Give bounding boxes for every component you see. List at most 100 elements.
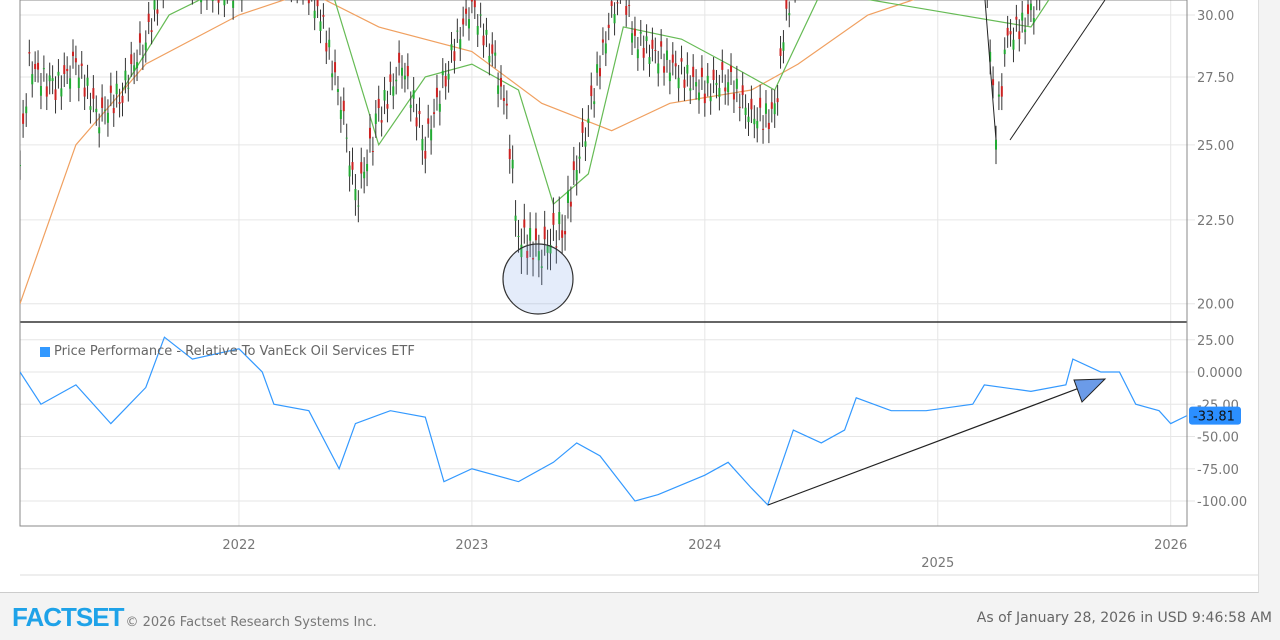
- candle-body: [668, 72, 671, 82]
- candle-body: [526, 250, 529, 258]
- candle-body: [424, 150, 427, 159]
- candle-body: [706, 75, 709, 84]
- candle-body: [360, 162, 363, 174]
- candle-body: [450, 44, 453, 51]
- performance-line: [20, 336, 1187, 506]
- price-tick-label: 27.50: [1197, 71, 1234, 86]
- candle-body: [441, 70, 444, 76]
- candle-body: [89, 106, 92, 110]
- perf-tick-label: -100.00: [1197, 495, 1247, 510]
- candle-body: [39, 85, 42, 96]
- candle-body: [389, 74, 392, 82]
- candle-body: [604, 43, 607, 54]
- candle-body: [130, 54, 133, 65]
- candle-body: [505, 103, 508, 106]
- candle-body: [63, 65, 66, 74]
- candle-body: [590, 85, 593, 97]
- candle-body: [430, 129, 433, 141]
- annotation-trendline: [767, 380, 1099, 506]
- candle-body: [339, 109, 342, 119]
- candle-body: [398, 52, 401, 63]
- candle-body: [121, 95, 124, 103]
- candle-body: [581, 121, 584, 133]
- candle-body: [136, 62, 139, 69]
- candle-body: [776, 98, 779, 103]
- candle-body: [331, 73, 334, 78]
- candle-body: [677, 77, 680, 89]
- chart-svg[interactable]: 2022 2023 2024 2025 2026 20.00 22.50 25.00 27.50…: [0, 0, 1280, 600]
- candle-body: [738, 106, 741, 108]
- performance-panel: [20, 336, 1187, 506]
- moving-average-50: [121, 0, 1050, 206]
- candle-body: [418, 110, 421, 115]
- candle-body: [351, 162, 354, 170]
- candle-body: [217, 0, 220, 3]
- candle-body: [470, 0, 473, 2]
- candle-body: [25, 106, 28, 114]
- candle-body: [992, 79, 995, 86]
- candle-body: [782, 42, 785, 51]
- candle-body: [549, 244, 552, 254]
- candle-body: [467, 19, 470, 29]
- legend-label: Price Performance - Relative To VanEck O…: [54, 344, 415, 359]
- x-tick-label: 2022: [222, 538, 255, 553]
- candle-body: [1021, 12, 1024, 21]
- candle-body: [578, 156, 581, 159]
- candle-body: [1029, 3, 1032, 11]
- candle-body: [45, 86, 48, 97]
- candle-body: [665, 50, 668, 60]
- candle-body: [147, 13, 150, 23]
- candle-body: [106, 112, 109, 123]
- perf-tick-label: 25.00: [1197, 334, 1234, 349]
- candle-body: [42, 68, 45, 70]
- candle-body: [540, 266, 543, 268]
- candle-body: [730, 65, 733, 73]
- candle-body: [686, 64, 689, 74]
- candle-body: [57, 71, 60, 76]
- candle-body: [552, 213, 555, 225]
- candle-body: [648, 57, 651, 64]
- candle-body: [657, 63, 660, 74]
- candle-body: [386, 104, 389, 109]
- candle-body: [357, 205, 360, 207]
- candle-body: [770, 102, 773, 109]
- candle-body: [529, 228, 532, 241]
- candle-body: [354, 189, 357, 201]
- candle-body: [543, 226, 546, 240]
- candle-body: [759, 97, 762, 108]
- as-of-timestamp: As of January 28, 2026 in USD 9:46:58 AM: [976, 610, 1272, 626]
- candle-body: [520, 244, 523, 258]
- x-tick-label: 2024: [688, 538, 721, 553]
- candle-body: [654, 49, 657, 51]
- candle-body: [561, 230, 564, 238]
- candle-body: [412, 90, 415, 99]
- candle-body: [342, 100, 345, 112]
- candle-body: [325, 42, 328, 52]
- candle-body: [764, 103, 767, 114]
- candle-body: [366, 163, 369, 172]
- candle-body: [989, 51, 992, 62]
- perf-tick-label: -75.00: [1197, 463, 1239, 478]
- candle-body: [601, 39, 604, 43]
- candle-body: [773, 103, 776, 115]
- candle-body: [444, 76, 447, 87]
- candle-body: [74, 58, 77, 63]
- last-value-badge: [1189, 406, 1241, 425]
- candle-body: [144, 42, 147, 51]
- candle-body: [753, 118, 756, 125]
- candle-body: [200, 0, 203, 3]
- candle-body: [537, 251, 540, 261]
- x-tick-label: 2025: [921, 556, 954, 571]
- candle-body: [994, 139, 997, 150]
- candle-body: [785, 0, 788, 9]
- copyright: © 2026 Factset Research Systems Inc.: [125, 615, 377, 630]
- candle-body: [555, 246, 558, 248]
- candle-body: [631, 33, 634, 43]
- candle-body: [438, 103, 441, 112]
- candle-body: [453, 51, 456, 61]
- candle-body: [712, 69, 715, 80]
- candle-body: [756, 120, 759, 129]
- candle-body: [488, 55, 491, 63]
- candle-body: [788, 13, 791, 16]
- candle-body: [380, 120, 383, 123]
